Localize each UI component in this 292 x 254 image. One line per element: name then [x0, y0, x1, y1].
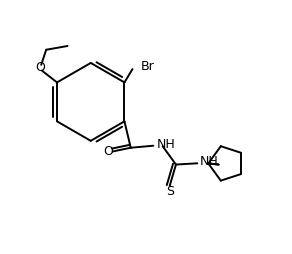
- Text: Br: Br: [141, 60, 154, 73]
- Text: NH: NH: [200, 155, 219, 168]
- Text: NH: NH: [157, 138, 175, 151]
- Text: S: S: [166, 185, 174, 198]
- Text: O: O: [35, 61, 45, 74]
- Text: O: O: [103, 145, 113, 158]
